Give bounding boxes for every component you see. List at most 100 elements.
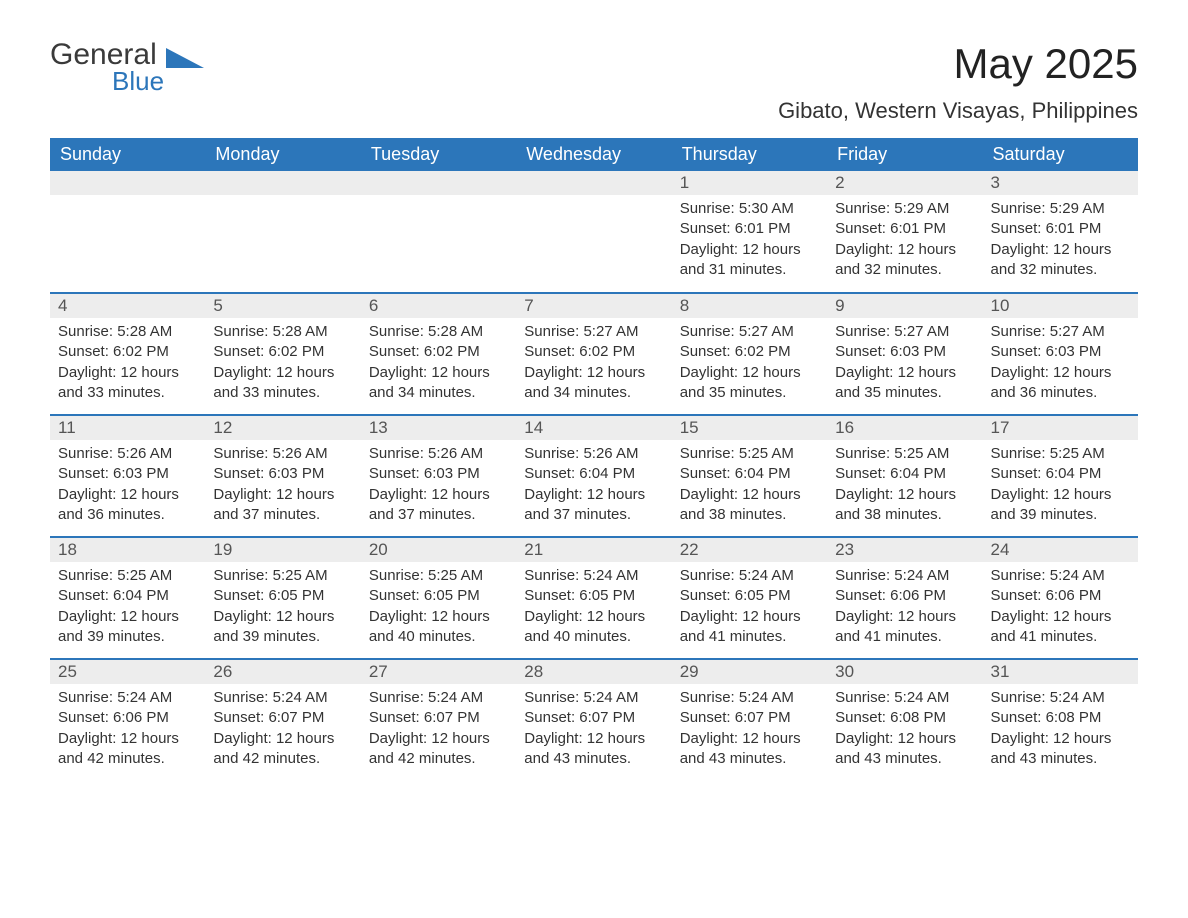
logo-triangle-icon (166, 46, 204, 68)
daylight-line: Daylight: 12 hours and 35 minutes. (835, 363, 974, 404)
daylight-line: Daylight: 12 hours and 35 minutes. (680, 363, 819, 404)
sunset-line: Sunset: 6:02 PM (524, 342, 663, 362)
location-text: Gibato, Western Visayas, Philippines (778, 98, 1138, 124)
calendar-day-cell: 9Sunrise: 5:27 AMSunset: 6:03 PMDaylight… (827, 293, 982, 415)
calendar-day-cell: 15Sunrise: 5:25 AMSunset: 6:04 PMDayligh… (672, 415, 827, 537)
daylight-line: Daylight: 12 hours and 33 minutes. (213, 363, 352, 404)
day-details: Sunrise: 5:26 AMSunset: 6:03 PMDaylight:… (50, 440, 205, 533)
day-details: Sunrise: 5:24 AMSunset: 6:05 PMDaylight:… (516, 562, 671, 655)
day-number: 30 (827, 660, 982, 684)
day-number: 4 (50, 294, 205, 318)
daylight-line: Daylight: 12 hours and 43 minutes. (680, 729, 819, 770)
day-details: Sunrise: 5:28 AMSunset: 6:02 PMDaylight:… (50, 318, 205, 411)
day-number: 15 (672, 416, 827, 440)
day-details: Sunrise: 5:24 AMSunset: 6:07 PMDaylight:… (361, 684, 516, 777)
daylight-line: Daylight: 12 hours and 43 minutes. (524, 729, 663, 770)
day-number: 19 (205, 538, 360, 562)
sunrise-line: Sunrise: 5:29 AM (991, 199, 1130, 219)
day-number: 18 (50, 538, 205, 562)
calendar-day-cell: 3Sunrise: 5:29 AMSunset: 6:01 PMDaylight… (983, 171, 1138, 293)
daylight-line: Daylight: 12 hours and 40 minutes. (369, 607, 508, 648)
weekday-header: Thursday (672, 138, 827, 171)
weekday-header: Sunday (50, 138, 205, 171)
calendar-day-cell: 31Sunrise: 5:24 AMSunset: 6:08 PMDayligh… (983, 659, 1138, 781)
calendar-blank-cell (361, 171, 516, 293)
daylight-line: Daylight: 12 hours and 37 minutes. (213, 485, 352, 526)
blank-daynum-strip (361, 171, 516, 195)
day-details: Sunrise: 5:27 AMSunset: 6:02 PMDaylight:… (516, 318, 671, 411)
calendar-day-cell: 25Sunrise: 5:24 AMSunset: 6:06 PMDayligh… (50, 659, 205, 781)
calendar-day-cell: 14Sunrise: 5:26 AMSunset: 6:04 PMDayligh… (516, 415, 671, 537)
day-number: 12 (205, 416, 360, 440)
sunset-line: Sunset: 6:03 PM (835, 342, 974, 362)
day-number: 21 (516, 538, 671, 562)
sunset-line: Sunset: 6:03 PM (991, 342, 1130, 362)
sunset-line: Sunset: 6:08 PM (991, 708, 1130, 728)
sunset-line: Sunset: 6:04 PM (524, 464, 663, 484)
day-details: Sunrise: 5:24 AMSunset: 6:05 PMDaylight:… (672, 562, 827, 655)
daylight-line: Daylight: 12 hours and 41 minutes. (680, 607, 819, 648)
sunrise-line: Sunrise: 5:27 AM (524, 322, 663, 342)
day-details: Sunrise: 5:25 AMSunset: 6:04 PMDaylight:… (672, 440, 827, 533)
month-title: May 2025 (778, 40, 1138, 88)
daylight-line: Daylight: 12 hours and 39 minutes. (991, 485, 1130, 526)
day-details: Sunrise: 5:29 AMSunset: 6:01 PMDaylight:… (827, 195, 982, 288)
sunrise-line: Sunrise: 5:24 AM (524, 566, 663, 586)
calendar-blank-cell (205, 171, 360, 293)
sunset-line: Sunset: 6:07 PM (524, 708, 663, 728)
daylight-line: Daylight: 12 hours and 32 minutes. (991, 240, 1130, 281)
daylight-line: Daylight: 12 hours and 40 minutes. (524, 607, 663, 648)
day-number: 29 (672, 660, 827, 684)
day-number: 6 (361, 294, 516, 318)
day-details: Sunrise: 5:28 AMSunset: 6:02 PMDaylight:… (205, 318, 360, 411)
sunrise-line: Sunrise: 5:26 AM (369, 444, 508, 464)
day-details: Sunrise: 5:24 AMSunset: 6:08 PMDaylight:… (983, 684, 1138, 777)
day-details: Sunrise: 5:24 AMSunset: 6:06 PMDaylight:… (827, 562, 982, 655)
sunset-line: Sunset: 6:05 PM (213, 586, 352, 606)
calendar-day-cell: 29Sunrise: 5:24 AMSunset: 6:07 PMDayligh… (672, 659, 827, 781)
sunrise-line: Sunrise: 5:25 AM (835, 444, 974, 464)
day-number: 24 (983, 538, 1138, 562)
day-details: Sunrise: 5:25 AMSunset: 6:04 PMDaylight:… (827, 440, 982, 533)
day-number: 27 (361, 660, 516, 684)
day-number: 1 (672, 171, 827, 195)
calendar-day-cell: 4Sunrise: 5:28 AMSunset: 6:02 PMDaylight… (50, 293, 205, 415)
sunrise-line: Sunrise: 5:24 AM (369, 688, 508, 708)
sunrise-line: Sunrise: 5:26 AM (213, 444, 352, 464)
sunset-line: Sunset: 6:02 PM (369, 342, 508, 362)
sunrise-line: Sunrise: 5:26 AM (58, 444, 197, 464)
calendar-week-row: 1Sunrise: 5:30 AMSunset: 6:01 PMDaylight… (50, 171, 1138, 293)
day-number: 23 (827, 538, 982, 562)
calendar-day-cell: 7Sunrise: 5:27 AMSunset: 6:02 PMDaylight… (516, 293, 671, 415)
sunset-line: Sunset: 6:05 PM (524, 586, 663, 606)
day-details: Sunrise: 5:25 AMSunset: 6:04 PMDaylight:… (983, 440, 1138, 533)
sunrise-line: Sunrise: 5:24 AM (524, 688, 663, 708)
sunset-line: Sunset: 6:06 PM (58, 708, 197, 728)
day-details: Sunrise: 5:27 AMSunset: 6:02 PMDaylight:… (672, 318, 827, 411)
sunset-line: Sunset: 6:03 PM (369, 464, 508, 484)
calendar-day-cell: 27Sunrise: 5:24 AMSunset: 6:07 PMDayligh… (361, 659, 516, 781)
day-number: 22 (672, 538, 827, 562)
calendar-day-cell: 21Sunrise: 5:24 AMSunset: 6:05 PMDayligh… (516, 537, 671, 659)
day-number: 14 (516, 416, 671, 440)
sunset-line: Sunset: 6:06 PM (991, 586, 1130, 606)
sunset-line: Sunset: 6:06 PM (835, 586, 974, 606)
calendar-day-cell: 17Sunrise: 5:25 AMSunset: 6:04 PMDayligh… (983, 415, 1138, 537)
sunset-line: Sunset: 6:05 PM (680, 586, 819, 606)
sunset-line: Sunset: 6:04 PM (835, 464, 974, 484)
sunrise-line: Sunrise: 5:24 AM (835, 566, 974, 586)
daylight-line: Daylight: 12 hours and 43 minutes. (835, 729, 974, 770)
sunset-line: Sunset: 6:04 PM (58, 586, 197, 606)
day-details: Sunrise: 5:29 AMSunset: 6:01 PMDaylight:… (983, 195, 1138, 288)
sunrise-line: Sunrise: 5:29 AM (835, 199, 974, 219)
calendar-week-row: 4Sunrise: 5:28 AMSunset: 6:02 PMDaylight… (50, 293, 1138, 415)
weekday-header: Monday (205, 138, 360, 171)
sunrise-line: Sunrise: 5:27 AM (991, 322, 1130, 342)
day-details: Sunrise: 5:27 AMSunset: 6:03 PMDaylight:… (983, 318, 1138, 411)
calendar-table: SundayMondayTuesdayWednesdayThursdayFrid… (50, 138, 1138, 781)
daylight-line: Daylight: 12 hours and 41 minutes. (991, 607, 1130, 648)
sunrise-line: Sunrise: 5:24 AM (680, 566, 819, 586)
daylight-line: Daylight: 12 hours and 36 minutes. (991, 363, 1130, 404)
day-number: 10 (983, 294, 1138, 318)
day-details: Sunrise: 5:26 AMSunset: 6:03 PMDaylight:… (361, 440, 516, 533)
